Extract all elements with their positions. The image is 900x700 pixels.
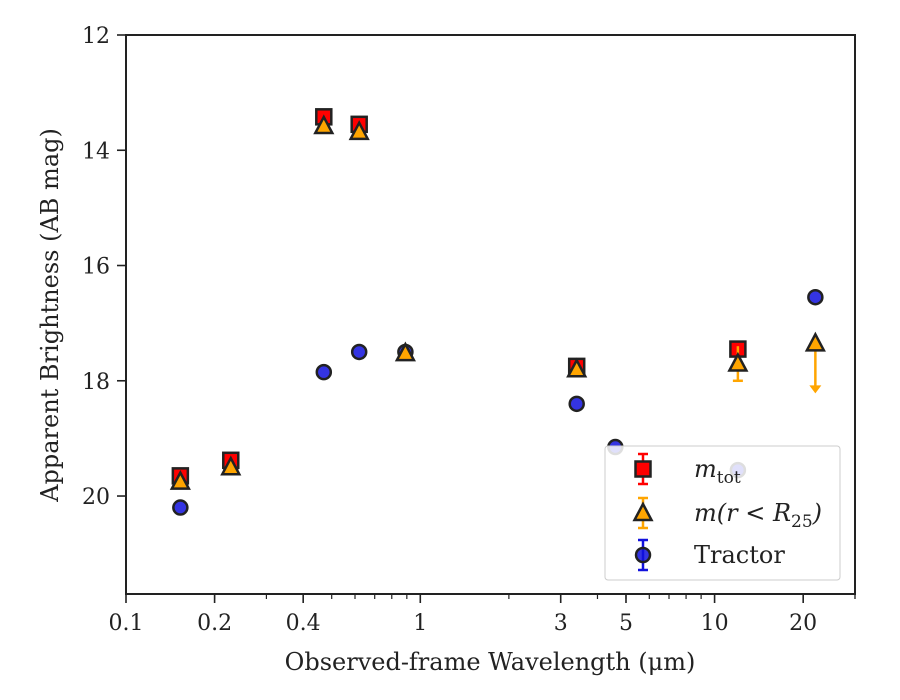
data-marks (169, 108, 826, 516)
upper-limit-arrow (809, 385, 822, 394)
data-point (568, 395, 585, 413)
data-point (350, 343, 368, 361)
data-point (313, 114, 335, 135)
y-tick-label: 20 (82, 485, 110, 510)
legend-label: mtot (694, 455, 741, 488)
x-tick-label: 20 (789, 611, 817, 636)
legend-label: Tractor (694, 541, 785, 569)
x-tick-label: 0.4 (286, 611, 321, 636)
legend-marker (632, 501, 654, 522)
y-tick-label: 14 (82, 139, 110, 164)
x-tick-label: 3 (554, 611, 568, 636)
x-axis-label: Observed-frame Wavelength (μm) (285, 648, 696, 676)
plot-frame (125, 34, 856, 595)
legend-marker (634, 546, 652, 564)
data-point (566, 357, 588, 378)
data-point (172, 499, 189, 516)
x-tick-label: 10 (701, 611, 729, 636)
legend-box (604, 445, 841, 581)
y-axis-label: Apparent Brightness (AB mag) (36, 128, 64, 503)
data-point (169, 469, 191, 490)
data-point (804, 331, 826, 352)
y-tick-label: 12 (82, 24, 110, 49)
data-point (394, 341, 416, 362)
y-tick-label: 18 (82, 370, 110, 395)
x-tick-label: 0.2 (197, 611, 232, 636)
legend: mtot m(r < R25) Tractor (604, 445, 841, 581)
axis-ticks: 0.1 0.2 0.4 1 3 5 10 20 12 14 16 18 20 (82, 24, 856, 636)
x-tick-label: 0.1 (109, 611, 144, 636)
x-tick-label: 1 (413, 611, 427, 636)
data-point (220, 455, 242, 476)
legend-label: m(r < R25) (694, 499, 822, 532)
data-point (348, 120, 370, 141)
y-tick-label: 16 (82, 255, 110, 280)
data-point (807, 288, 824, 306)
data-point (727, 351, 749, 372)
legend-marker (634, 460, 652, 478)
data-point (315, 363, 333, 381)
x-tick-label: 5 (619, 611, 633, 636)
